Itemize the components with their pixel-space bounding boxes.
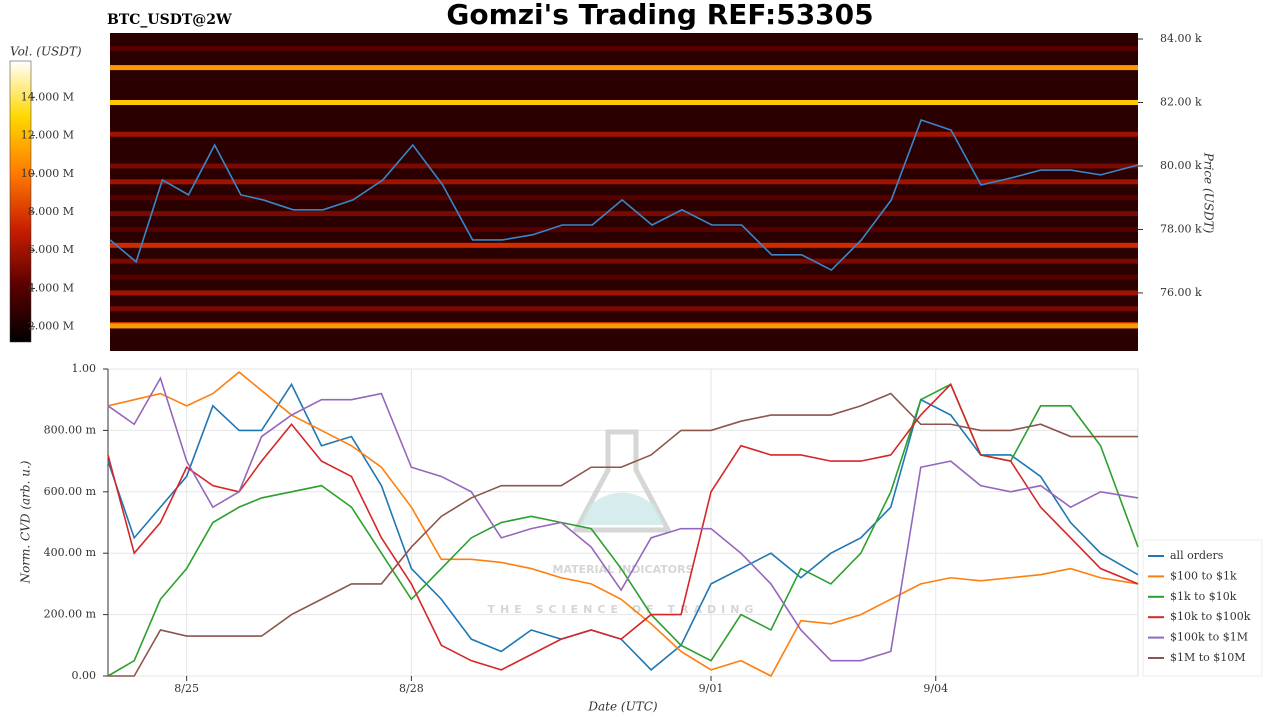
watermark-flask [571,429,673,533]
x-tick-label: 8/28 [399,682,424,695]
liquidity-band [110,100,1138,106]
liquidity-band [110,195,1138,201]
liquidity-band [110,163,1138,169]
liquidity-band [110,179,1138,185]
watermark-text: THE SCIENCE OF TRADING [488,603,759,616]
colorbar-tick-label: 8.000 M [28,205,74,218]
x-tick-label: 9/04 [923,682,948,695]
colorbar-tick-label: 4.000 M [28,281,74,294]
y-tick-label: 78.00 k [1160,222,1202,235]
price-line [109,118,1139,272]
x-tick-label: 9/01 [699,682,724,695]
colorbar-tick-label: 14.000 M [21,90,74,103]
liquidity-band [110,211,1138,217]
legend [1142,539,1263,677]
liquidity-band [110,323,1138,329]
chart-title: Gomzi's Trading REF:53305 [446,0,873,31]
y-axis-label: Norm. CVD (arb. u.) [19,460,33,584]
colorbar-tick-label: 10.000 M [21,167,74,180]
liquidity-band [110,131,1138,137]
legend-label: $10k to $100k [1170,610,1251,623]
liquidity-band [110,274,1138,280]
series-line [107,371,1139,678]
y-tick-label: 200.00 m [44,608,97,621]
x-axis-label: Date (UTC) [587,700,657,714]
liquidity-band [110,65,1138,71]
y-tick-label: 600.00 m [44,485,97,498]
colorbar [9,60,32,343]
y-tick-label: 1.00 [72,362,97,375]
series-line [107,376,1139,662]
legend-label: $1k to $10k [1170,590,1237,603]
colorbar-label: Vol. (USDT) [10,45,82,59]
liquidity-band [110,258,1138,264]
liquidity-band [110,242,1138,248]
heatmap-background [110,33,1138,351]
y-tick-label: 76.00 k [1160,286,1202,299]
y-tick-label: 84.00 k [1160,32,1202,45]
liquidity-band [110,46,1138,52]
series-line [107,382,1139,671]
legend-label: $1M to $10M [1170,651,1246,664]
chart-subtitle: BTC_USDT@2W [107,12,232,28]
liquidity-band [110,226,1138,232]
colorbar-tick-label: 6.000 M [28,243,74,256]
colorbar-tick-label: 12.000 M [21,129,74,142]
liquidity-band [110,306,1138,312]
y-tick-label: 800.00 m [44,423,97,436]
y-tick-label: 400.00 m [44,546,97,559]
liquidity-band [110,290,1138,296]
watermark-flask-liquid [580,492,664,525]
y-tick-label: 82.00 k [1160,96,1202,109]
legend-label: $100 to $1k [1170,569,1237,582]
y-axis-label: Price (USDT) [1202,152,1216,234]
watermark-text: MATERIAL INDICATORS [552,563,693,576]
y-tick-label: 80.00 k [1160,159,1202,172]
colorbar-tick-label: 2.000 M [28,320,74,333]
y-tick-label: 0.00 [72,669,97,682]
legend-label: all orders [1170,549,1224,562]
series-line [108,392,1138,677]
x-tick-label: 8/25 [174,682,199,695]
legend-label: $100k to $1M [1170,631,1248,644]
